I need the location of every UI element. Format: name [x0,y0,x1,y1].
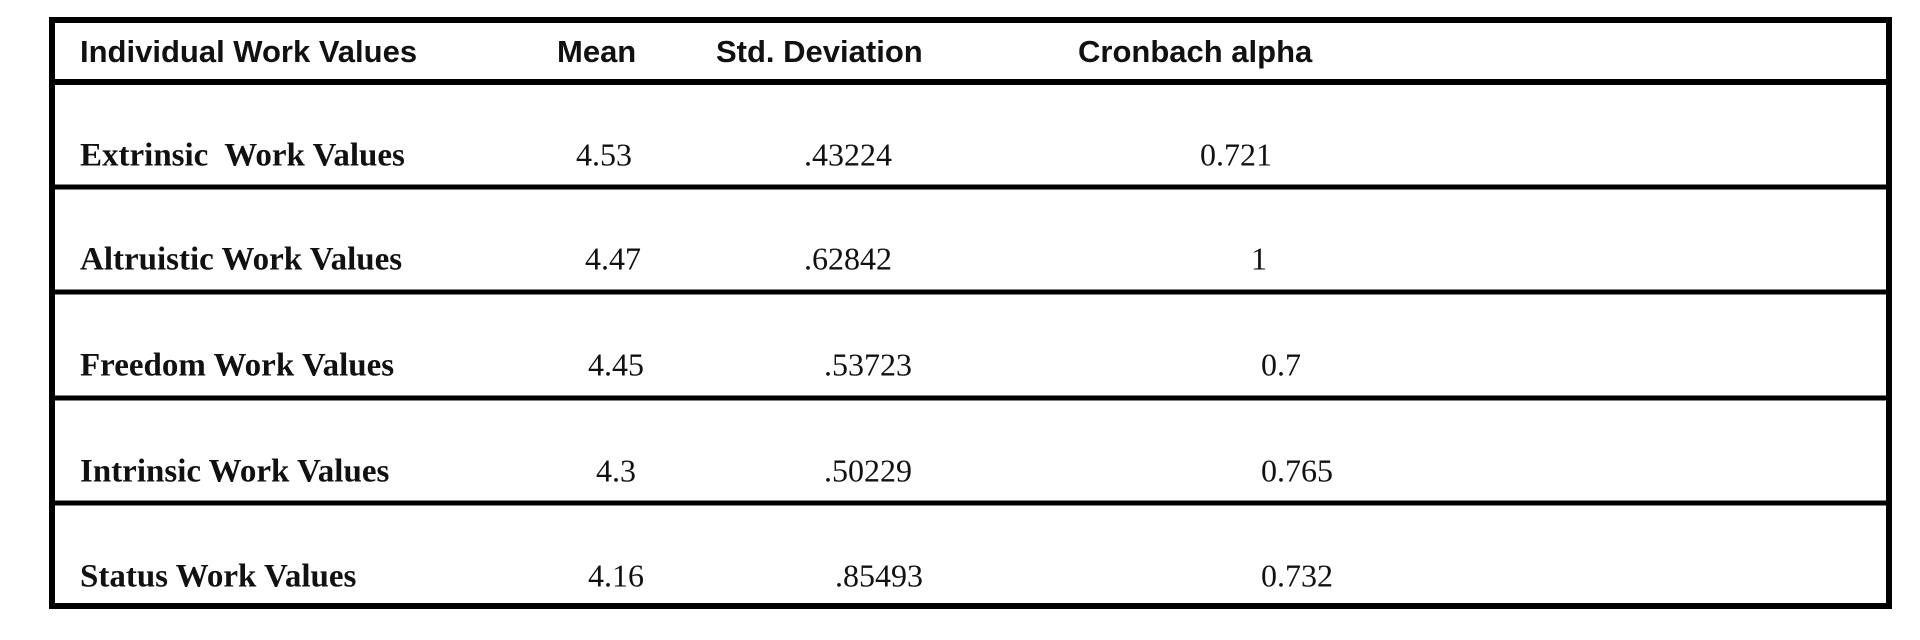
std-value: .53723 [824,346,912,382]
row-label: Intrinsic Work Values [80,454,389,490]
header-label: Individual Work Values [80,34,417,69]
std-value: .85493 [835,557,923,593]
mean-value: 4.16 [588,557,644,593]
alpha-value: 1 [1251,240,1267,276]
mean-value: 4.47 [585,240,641,276]
alpha-value: 0.765 [1261,452,1333,488]
std-value: .62842 [804,240,892,276]
row-label: Altruistic Work Values [80,242,402,278]
row-label: Status Work Values [80,559,356,595]
header-mean: Mean [557,34,636,69]
alpha-value: 0.721 [1200,136,1272,172]
table-border [49,17,1892,609]
row-label: Freedom Work Values [80,348,394,384]
std-value: .50229 [824,452,912,488]
header-std: Std. Deviation [716,34,923,69]
header-alpha: Cronbach alpha [1078,34,1313,69]
mean-value: 4.3 [596,452,636,488]
mean-value: 4.45 [588,346,644,382]
alpha-value: 0.7 [1261,346,1301,382]
std-value: .43224 [804,136,892,172]
alpha-value: 0.732 [1261,557,1333,593]
row-label: Extrinsic Work Values [80,138,405,174]
mean-value: 4.53 [576,136,632,172]
